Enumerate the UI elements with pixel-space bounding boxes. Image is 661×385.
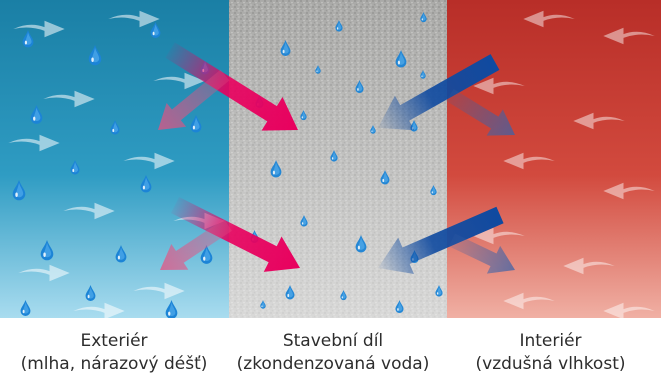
moisture-flow-arrow-icon bbox=[446, 89, 516, 136]
wall-label: Stavební díl bbox=[282, 331, 384, 351]
exterior-caption: Exteriér (mlha, nárazový déšť) bbox=[0, 330, 228, 376]
wall-zone-fade bbox=[229, 0, 447, 318]
interior-zone bbox=[447, 0, 661, 318]
zone-captions: Exteriér (mlha, nárazový déšť) Stavební … bbox=[0, 330, 661, 385]
moisture-flow-arrow-icon bbox=[378, 206, 504, 274]
moisture-flow-arrow-icon bbox=[158, 69, 230, 130]
moisture-flow-arrow-icon bbox=[165, 42, 299, 131]
moisture-flow-arrows bbox=[158, 42, 516, 274]
interior-label: Interiér bbox=[519, 331, 582, 351]
exterior-label: Exteriér bbox=[80, 331, 148, 351]
wall-caption: Stavební díl (zkondenzovaná voda) bbox=[222, 330, 444, 376]
moisture-diagram-svg bbox=[0, 0, 661, 320]
exterior-detail: (mlha, nárazový déšť) bbox=[20, 354, 208, 374]
moisture-flow-arrow-icon bbox=[377, 54, 500, 131]
wall-detail: (zkondenzovaná voda) bbox=[236, 354, 430, 374]
moisture-flow-arrow-icon bbox=[159, 219, 232, 270]
moisture-flow-arrow-icon bbox=[170, 196, 301, 272]
interior-detail: (vzdušná vlhkost) bbox=[475, 354, 626, 374]
interior-caption: Interiér (vzdušná vlhkost) bbox=[440, 330, 661, 376]
moisture-diagram bbox=[0, 0, 661, 320]
moisture-flow-arrow-icon bbox=[448, 233, 515, 274]
